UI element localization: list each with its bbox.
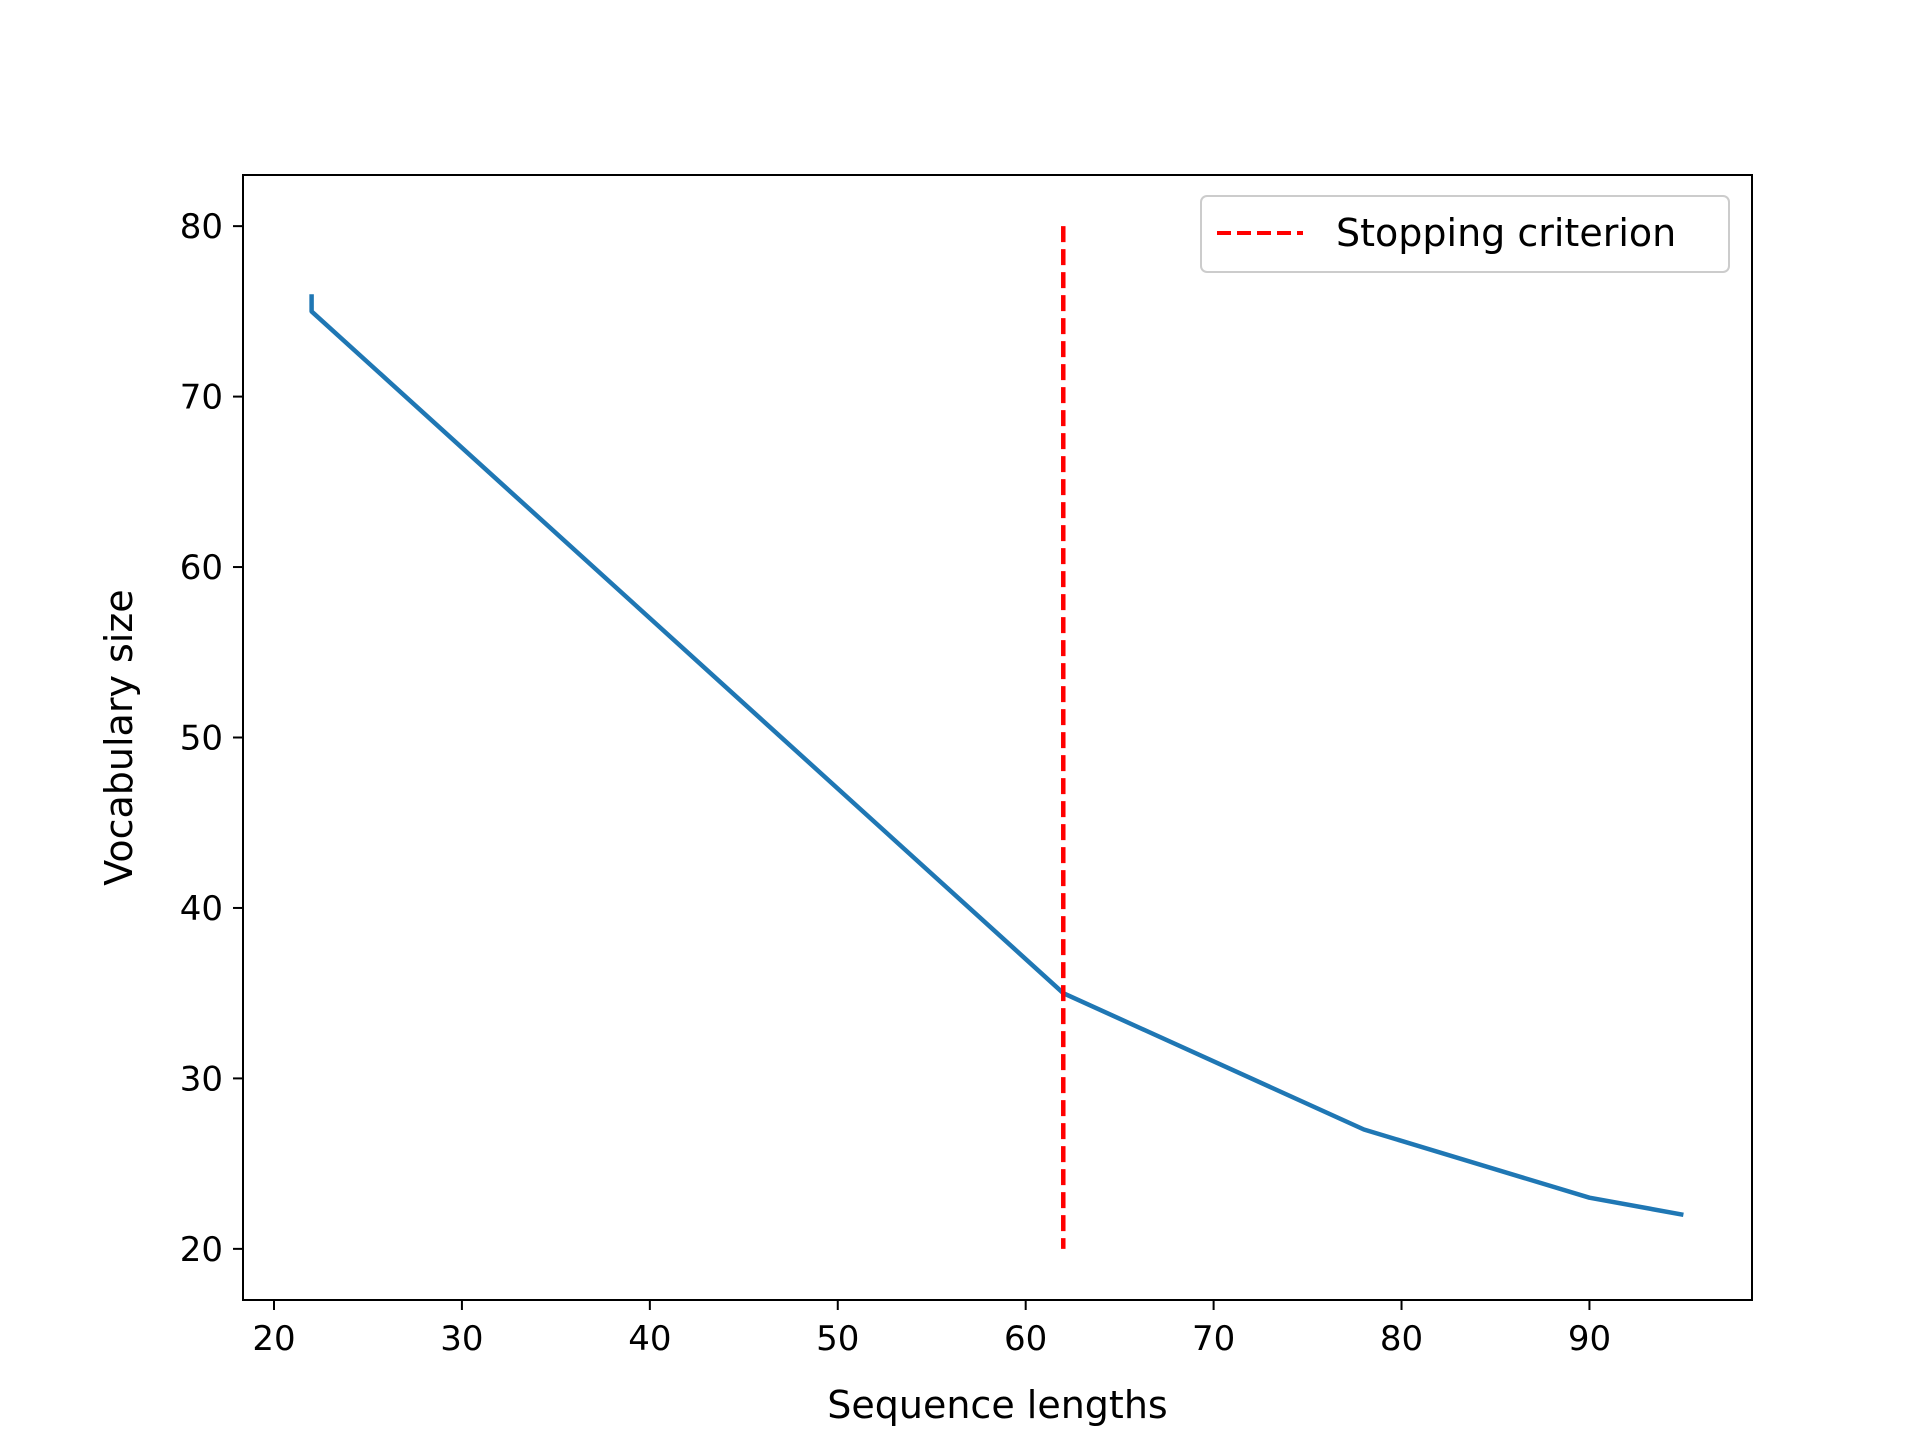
x-tick-label: 20	[252, 1319, 295, 1359]
legend-box	[1200, 195, 1730, 273]
x-tick-label: 60	[1004, 1319, 1047, 1359]
y-tick-label: 70	[180, 378, 223, 418]
x-axis-label: Sequence lengths	[827, 1383, 1167, 1427]
y-tick-label: 40	[180, 889, 223, 929]
series-line-0	[309, 294, 1684, 1218]
y-tick-label: 80	[180, 207, 223, 247]
y-tick-label: 50	[180, 719, 223, 759]
x-tick-label: 90	[1568, 1319, 1611, 1359]
x-tick-label: 40	[628, 1319, 671, 1359]
y-tick-label: 20	[180, 1230, 223, 1270]
x-tick-label: 70	[1192, 1319, 1235, 1359]
y-axis-label: Vocabulary size	[97, 589, 141, 885]
legend-label-stopping-criterion: Stopping criterion	[1336, 211, 1676, 255]
y-tick-label: 60	[180, 548, 223, 588]
legend: Stopping criterion	[1200, 195, 1730, 273]
x-tick-label: 50	[816, 1319, 859, 1359]
tick-marks	[233, 225, 1591, 1310]
y-tick-label: 30	[180, 1059, 223, 1099]
plot-area	[309, 226, 1684, 1249]
x-tick-label: 80	[1380, 1319, 1423, 1359]
x-tick-label: 30	[440, 1319, 483, 1359]
